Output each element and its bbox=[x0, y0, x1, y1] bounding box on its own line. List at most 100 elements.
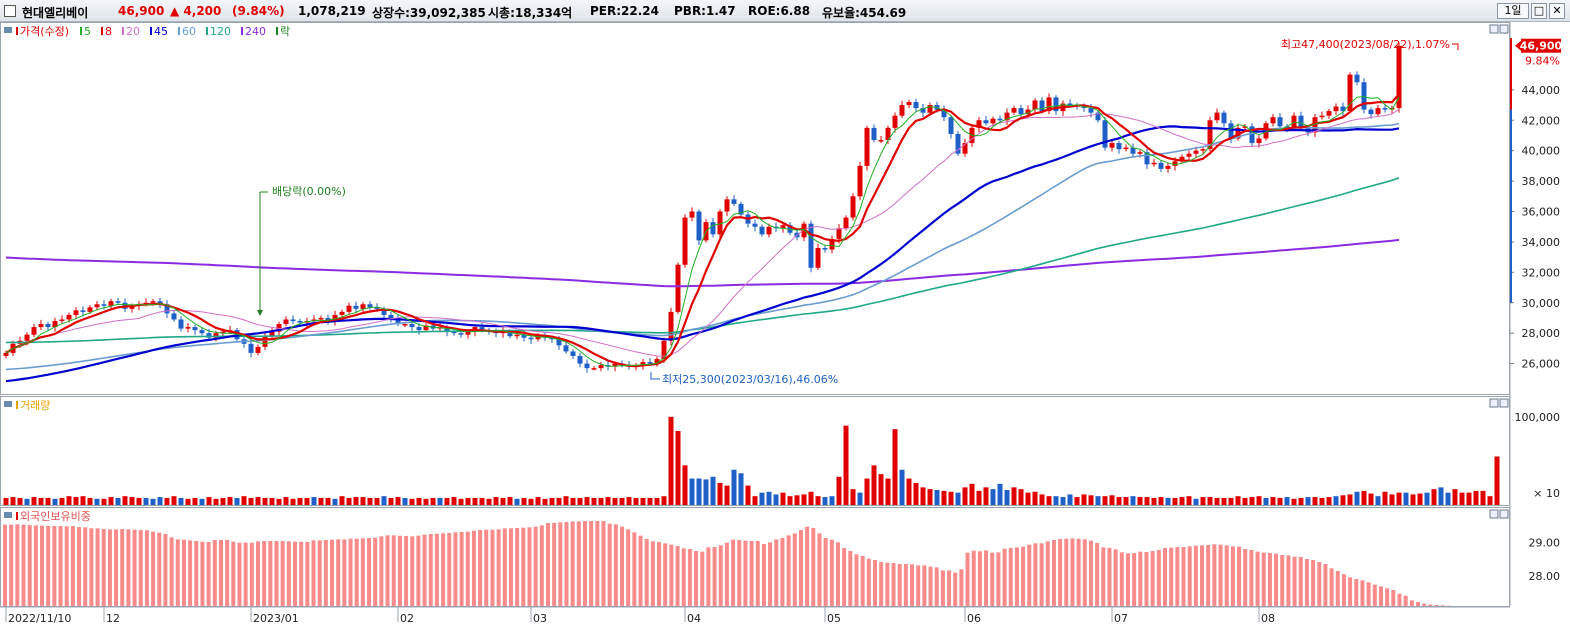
foreign-bar bbox=[1193, 545, 1198, 606]
foreign-bar bbox=[1132, 553, 1137, 606]
foreign-bar bbox=[379, 536, 384, 606]
candle-body bbox=[871, 127, 877, 141]
foreign-bar bbox=[317, 540, 322, 606]
foreign-bar bbox=[89, 528, 94, 606]
foreign-bar bbox=[21, 524, 26, 606]
candle-body bbox=[220, 331, 226, 334]
volume-bar bbox=[437, 497, 443, 505]
candle-body bbox=[1396, 45, 1402, 109]
foreign-bar bbox=[632, 532, 637, 606]
volume-bar bbox=[766, 491, 772, 505]
volume-bar bbox=[731, 469, 737, 505]
foreign-bar bbox=[465, 531, 470, 606]
high-annotation: 최고47,400(2023/08/22),1.07% bbox=[1281, 38, 1450, 51]
foreign-bar bbox=[835, 542, 840, 606]
volume-bar bbox=[1256, 496, 1262, 505]
candle-body bbox=[1319, 115, 1325, 118]
foreign-bar bbox=[1014, 547, 1019, 606]
candle-body bbox=[710, 222, 716, 235]
candle-body bbox=[444, 327, 450, 332]
candle-body bbox=[269, 331, 275, 337]
candle-body bbox=[129, 305, 135, 309]
volume-bar bbox=[101, 498, 107, 505]
volume-bar bbox=[66, 496, 72, 505]
candle-body bbox=[577, 355, 583, 364]
last-price-tag bbox=[1521, 38, 1561, 53]
price-change: ▲ 4,200 bbox=[170, 4, 222, 18]
volume-bar bbox=[1102, 496, 1108, 505]
candle-body bbox=[1046, 97, 1052, 112]
current-price: 46,900 bbox=[118, 4, 165, 18]
foreign-bar bbox=[268, 541, 273, 606]
candle-body bbox=[353, 305, 359, 309]
candle-body bbox=[1018, 108, 1024, 115]
panel-handle-icon bbox=[4, 27, 12, 33]
volume-bar bbox=[311, 497, 317, 505]
candle-body bbox=[675, 264, 681, 312]
foreign-bar bbox=[1187, 546, 1192, 606]
volume-bar bbox=[402, 497, 408, 505]
foreign-bar bbox=[225, 540, 230, 606]
foreign-bar bbox=[1169, 547, 1174, 606]
candle-body bbox=[1326, 111, 1332, 116]
candle-body bbox=[185, 327, 191, 329]
foreign-bar bbox=[46, 526, 51, 606]
reserve-ratio: 유보율:454.69 bbox=[822, 6, 907, 20]
candle-body bbox=[598, 365, 604, 369]
volume-bar bbox=[703, 479, 709, 505]
candle-body bbox=[1179, 156, 1185, 162]
volume-bar bbox=[1473, 490, 1479, 505]
candle-body bbox=[759, 226, 765, 235]
select-checkbox[interactable] bbox=[4, 5, 16, 17]
foreign-bar bbox=[879, 562, 884, 606]
foreign-bar bbox=[1027, 544, 1032, 606]
volume-bar bbox=[1179, 497, 1185, 505]
candle-body bbox=[927, 105, 933, 113]
volume-bar bbox=[1291, 498, 1297, 505]
y-tick-label: 26,000 bbox=[1522, 358, 1561, 371]
volume-legend-label: 거래량 bbox=[20, 399, 50, 412]
foreign-bar bbox=[823, 538, 828, 606]
candle-body bbox=[1368, 109, 1374, 115]
volume-bar bbox=[1228, 497, 1234, 505]
candle-body bbox=[73, 310, 79, 315]
foreign-bar bbox=[755, 541, 760, 606]
candle-body bbox=[661, 340, 667, 360]
volume-bar bbox=[1487, 496, 1493, 505]
foreign-bar bbox=[1397, 593, 1402, 606]
foreign-bar bbox=[1039, 543, 1044, 606]
maximize-icon[interactable]: □ bbox=[1531, 3, 1547, 19]
volume-bar bbox=[633, 497, 639, 505]
candle-body bbox=[157, 301, 163, 305]
volume-bar bbox=[479, 497, 485, 505]
foreign-bar bbox=[990, 552, 995, 606]
volume-bar bbox=[115, 497, 121, 505]
volume-bar bbox=[45, 497, 51, 505]
foreign-bar bbox=[1354, 579, 1359, 606]
foreign-bar bbox=[533, 526, 538, 606]
volume-bar bbox=[969, 483, 975, 505]
volume-bar bbox=[374, 497, 380, 505]
foreign-bar bbox=[459, 532, 464, 606]
candle-body bbox=[640, 362, 646, 366]
chart-area[interactable]: 26,000 28,000 30,000 32,000 34,000 36,000 38,0… bbox=[0, 22, 1570, 629]
close-icon[interactable]: ✕ bbox=[1549, 3, 1565, 19]
volume-bar bbox=[1130, 496, 1136, 505]
foreign-bar bbox=[1360, 580, 1365, 606]
volume-bar bbox=[1067, 494, 1073, 505]
foreign-legend-label: 외국인보유비중 bbox=[20, 510, 91, 523]
volume-bar bbox=[1312, 497, 1318, 505]
candle-body bbox=[1144, 152, 1150, 165]
volume-bar bbox=[745, 485, 751, 505]
volume-bar bbox=[521, 497, 527, 505]
period-button[interactable]: 1일 bbox=[1497, 3, 1529, 19]
foreign-bar bbox=[965, 552, 970, 606]
foreign-bar bbox=[570, 521, 575, 606]
foreign-bar bbox=[1200, 545, 1205, 606]
foreign-bar bbox=[77, 527, 82, 606]
volume-bar bbox=[213, 498, 219, 505]
volume-bar bbox=[1046, 496, 1052, 505]
volume-bar bbox=[654, 497, 660, 505]
volume-bar bbox=[1396, 492, 1402, 505]
candle-body bbox=[367, 304, 373, 308]
